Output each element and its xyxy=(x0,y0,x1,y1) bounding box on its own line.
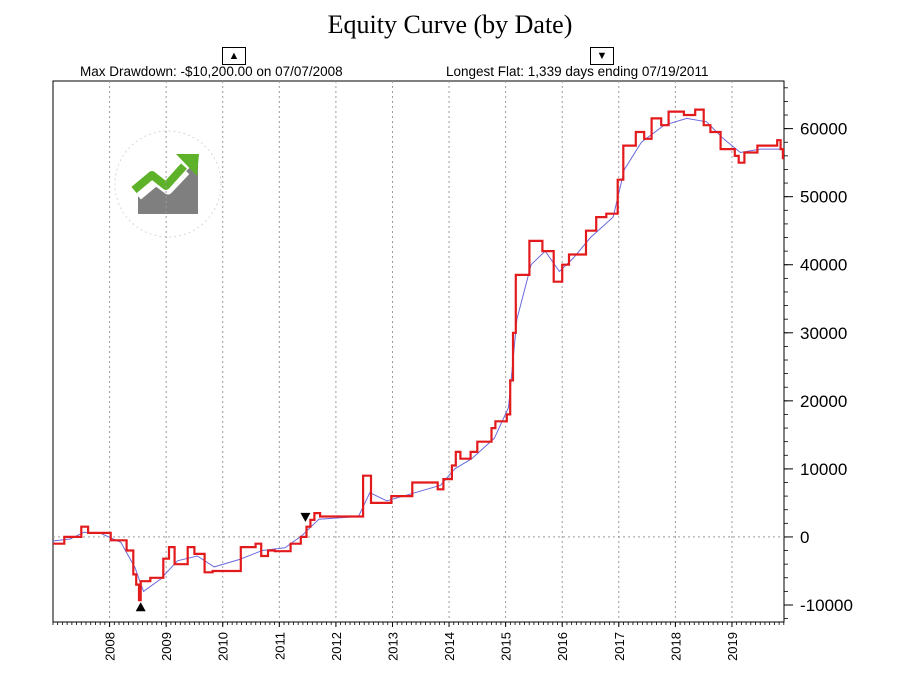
y-tick-label: 40000 xyxy=(800,256,847,275)
max-drawdown-text: Max Drawdown: -$10,200.00 on 07/07/2008 xyxy=(80,64,343,79)
y-tick-label: 20000 xyxy=(800,392,847,411)
x-tick-label: 2009 xyxy=(159,632,174,661)
drawdown-marker-button[interactable]: ▲ xyxy=(222,47,246,65)
series-layer xyxy=(52,108,784,602)
flat-marker-button[interactable]: ▼ xyxy=(590,47,614,65)
grid-layer xyxy=(53,81,784,622)
x-tick-label: 2013 xyxy=(385,632,400,661)
equity-average-line xyxy=(52,117,783,593)
equity-line xyxy=(53,108,784,602)
x-tick-label: 2015 xyxy=(499,632,514,661)
x-tick-label: 2019 xyxy=(725,632,740,661)
trend-up-icon xyxy=(131,154,199,214)
x-tick-label: 2011 xyxy=(272,632,287,660)
y-tick-label: 10000 xyxy=(800,460,847,479)
y-tick-label: 50000 xyxy=(800,188,847,207)
y-tick-label: -10000 xyxy=(800,596,853,615)
axis-layer: 2008 2009 2010 2011 2012 2013 2014 2015 2016 2017… xyxy=(52,87,853,661)
x-tick-label: 2017 xyxy=(612,632,627,661)
y-tick-label: 0 xyxy=(800,528,809,547)
x-tick-label: 2012 xyxy=(329,632,344,661)
x-tick-label: 2014 xyxy=(442,632,457,661)
y-tick-label: 30000 xyxy=(800,324,847,343)
plot-area-frame xyxy=(52,80,785,623)
y-tick-label: 60000 xyxy=(800,120,847,139)
x-tick-label: 2018 xyxy=(668,632,683,661)
chart-logo xyxy=(114,130,222,238)
x-tick-label: 2008 xyxy=(103,632,118,661)
x-tick-label: 2016 xyxy=(555,632,570,661)
longest-flat-text: Longest Flat: 1,339 days ending 07/19/20… xyxy=(446,64,709,79)
marker-layer xyxy=(135,512,311,612)
x-tick-label: 2010 xyxy=(216,632,231,661)
drawdown-marker xyxy=(135,602,146,612)
chart-title: Equity Curve (by Date) xyxy=(327,10,573,39)
flat-end-marker xyxy=(300,512,311,522)
